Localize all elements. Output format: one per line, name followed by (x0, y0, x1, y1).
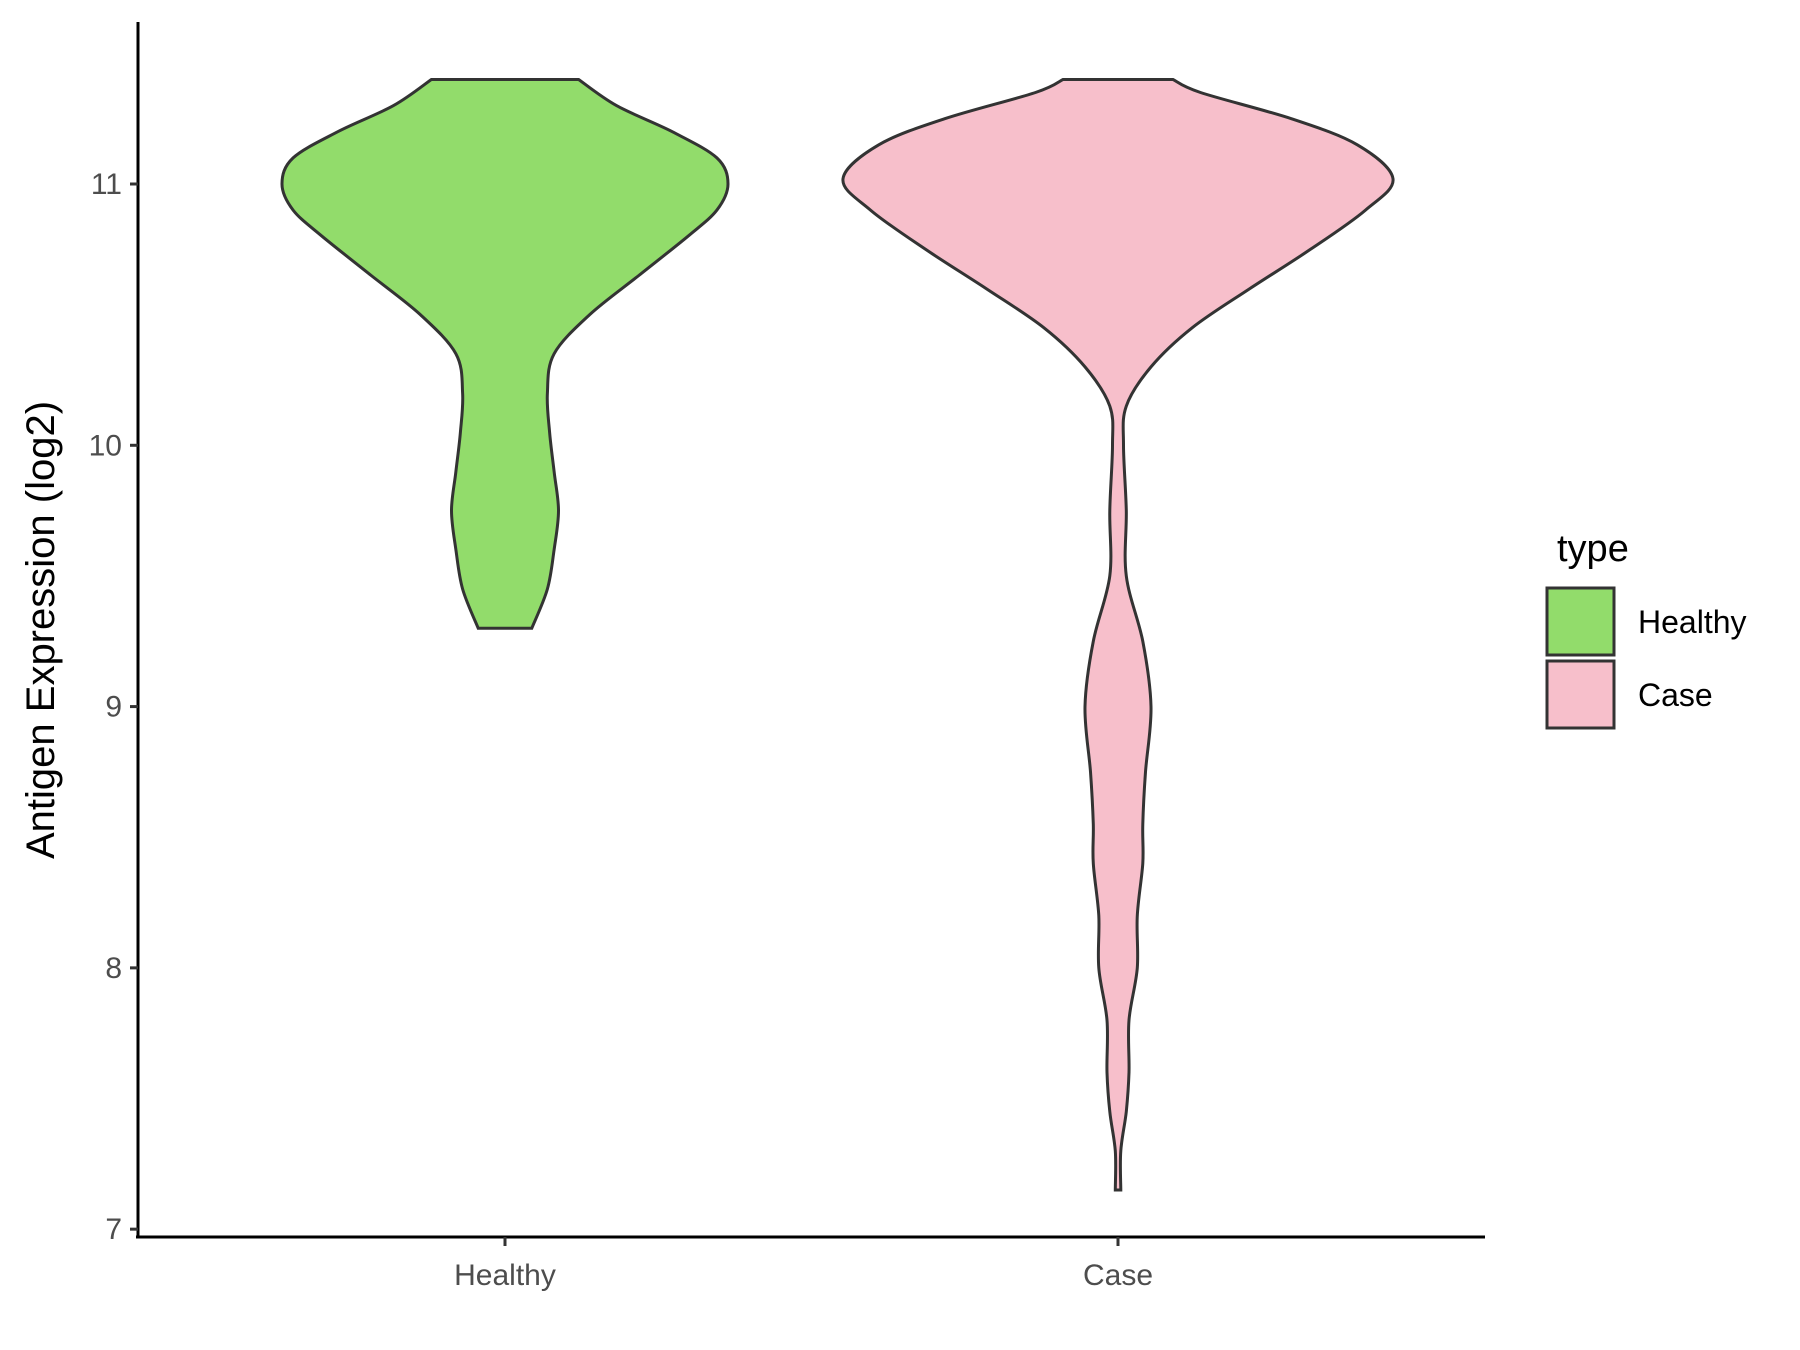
violin-healthy (280, 78, 730, 630)
violin-layer (280, 78, 1395, 1192)
y-tick-label: 9 (105, 691, 122, 724)
y-tick-label: 10 (89, 429, 122, 462)
legend-title: type (1557, 528, 1629, 570)
legend-swatch-healthy (1545, 586, 1616, 657)
legend-label-healthy: Healthy (1638, 604, 1747, 640)
violin-case (841, 78, 1395, 1192)
legend: type Healthy Case (1545, 528, 1747, 730)
legend-label-case: Case (1638, 677, 1713, 713)
legend-swatch-case (1545, 659, 1616, 730)
y-tick-label: 8 (105, 952, 122, 985)
x-tick-label: Case (1083, 1259, 1153, 1292)
y-tick-label: 7 (105, 1213, 122, 1246)
y-axis-ticks: 7 8 9 10 11 (89, 168, 138, 1246)
y-axis-title: Antigen Expression (log2) (19, 401, 63, 859)
x-axis-ticks: Healthy Case (454, 1237, 1153, 1292)
y-tick-label: 11 (91, 168, 122, 201)
x-tick-label: Healthy (454, 1259, 556, 1292)
